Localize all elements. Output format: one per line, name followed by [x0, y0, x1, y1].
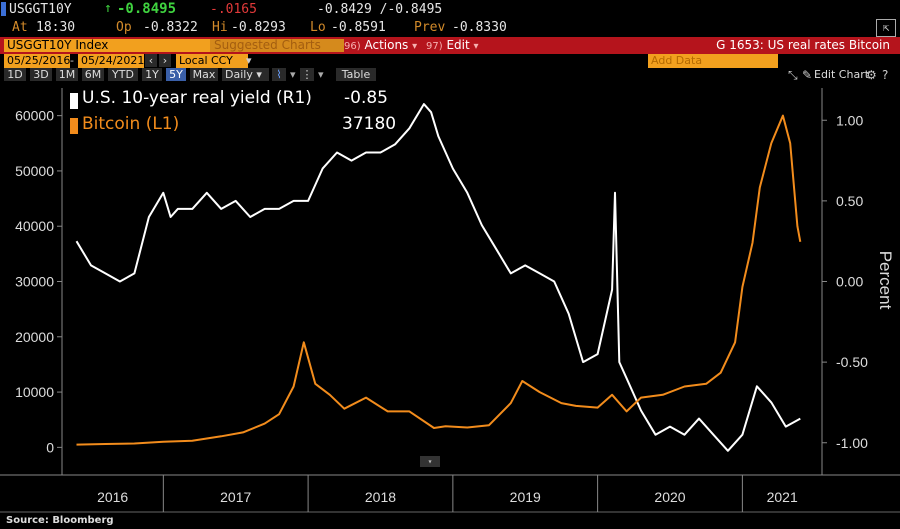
chart-options-icon[interactable]: ▾: [420, 456, 440, 467]
edit-label: Edit: [446, 38, 470, 52]
period-1m[interactable]: 1M: [56, 68, 78, 81]
period-ytd[interactable]: YTD: [108, 68, 138, 81]
open-label: Op: [116, 20, 132, 35]
arrow-right-icon[interactable]: ›: [159, 54, 171, 67]
edit-chart-icon[interactable]: ✎: [802, 68, 813, 82]
source-note: Source: Bloomberg: [6, 515, 114, 526]
right-tick-label: 0.50: [836, 193, 863, 209]
suggested-charts-button[interactable]: Suggested Charts: [210, 39, 344, 52]
quote-time: 18:30: [36, 20, 76, 35]
x-tick-label: 2017: [220, 489, 251, 505]
prev-label: Prev: [414, 20, 446, 35]
range-toolbar: 05/25/2016 - 05/24/2021 ‹ › Local CCY ▾ …: [0, 54, 900, 68]
help-icon[interactable]: ?: [882, 68, 889, 82]
period-1y[interactable]: 1Y: [142, 68, 162, 81]
table-button[interactable]: Table: [336, 68, 376, 81]
price-change: -.0165: [210, 2, 257, 17]
line-chart-icon[interactable]: ⌇: [272, 68, 286, 81]
draw-icon[interactable]: ⤡: [788, 68, 798, 82]
last-price: -0.8495: [117, 1, 177, 17]
x-tick-label: 2021: [767, 489, 798, 505]
x-tick-label: 2018: [365, 489, 396, 505]
left-tick-label: 10000: [15, 384, 54, 400]
frequency-value: Daily: [225, 68, 253, 81]
x-tick-label: 2019: [510, 489, 541, 505]
legend-swatch-yield: [70, 93, 78, 109]
right-tick-label: -1.00: [836, 435, 868, 451]
add-data-input[interactable]: Add Data: [648, 54, 778, 68]
actions-label: Actions: [364, 38, 409, 52]
right-tick-label: 0.00: [836, 274, 863, 290]
left-tick-label: 60000: [15, 108, 54, 124]
session-stats: At 18:30 Op -0.8322 Hi -0.8293 Lo -0.859…: [0, 19, 900, 37]
bar-chart-icon[interactable]: ⋮: [300, 68, 314, 81]
quote-bar: USGGT10Y ↑ -0.8495 -.0165 -0.8429 /-0.84…: [0, 0, 900, 19]
legend-bitcoin-name: Bitcoin (L1): [82, 114, 180, 134]
period-1d[interactable]: 1D: [4, 68, 26, 81]
frequency-select[interactable]: Daily ▾: [222, 68, 269, 81]
edit-number: 97: [426, 41, 439, 52]
bitcoin-line: [76, 114, 802, 446]
add-data-placeholder: Add Data: [651, 54, 703, 67]
expand-icon[interactable]: ⇱: [876, 19, 896, 37]
edit-chart-button[interactable]: Edit Chart: [814, 68, 870, 81]
chart-title: G 1653: US real rates Bitcoin: [716, 38, 890, 52]
ticker-symbol: USGGT10Y: [9, 2, 72, 17]
left-tick-label: 40000: [15, 218, 54, 234]
prev-value: -0.8330: [452, 20, 507, 35]
period-5y[interactable]: 5Y: [166, 68, 186, 81]
start-date-field[interactable]: 05/25/2016: [4, 54, 70, 68]
x-tick-label: 2020: [654, 489, 685, 505]
ticker-marker: [1, 2, 6, 16]
legend-yield-value: -0.85: [344, 88, 388, 108]
period-6m[interactable]: 6M: [82, 68, 104, 81]
edit-menu[interactable]: 97) Edit ▾: [426, 38, 479, 52]
arrow-left-icon[interactable]: ‹: [145, 54, 157, 67]
index-field[interactable]: USGGT10Y Index: [4, 39, 210, 52]
at-label: At: [12, 20, 28, 35]
open-value: -0.8322: [143, 20, 198, 35]
suggested-charts-label: Suggested Charts: [214, 38, 321, 52]
settings-icon[interactable]: ⚙: [866, 68, 877, 82]
left-tick-label: 0: [46, 439, 54, 455]
menu-bar: USGGT10Y Index Suggested Charts 96) Acti…: [0, 37, 900, 54]
bar-dropdown-icon[interactable]: ▾: [318, 68, 324, 81]
low-label: Lo: [310, 20, 326, 35]
left-tick-label: 20000: [15, 329, 54, 345]
chart-type-dropdown-icon[interactable]: ▾: [290, 68, 296, 81]
legend-swatch-bitcoin: [70, 118, 78, 134]
currency-select[interactable]: Local CCY: [176, 54, 248, 68]
left-tick-label: 30000: [15, 274, 54, 290]
low-value: -0.8591: [331, 20, 386, 35]
legend-bitcoin-value: 37180: [342, 114, 397, 134]
x-tick-label: 2016: [97, 489, 128, 505]
high-value: -0.8293: [231, 20, 286, 35]
right-tick-label: -0.50: [836, 354, 868, 370]
currency-value: Local CCY: [179, 54, 233, 67]
period-3d[interactable]: 3D: [30, 68, 52, 81]
legend-yield-name: U.S. 10-year real yield (R1): [82, 88, 312, 108]
end-date-field[interactable]: 05/24/2021: [78, 54, 144, 68]
bid-ask: -0.8429 /-0.8495: [317, 2, 443, 17]
up-arrow-icon: ↑: [104, 1, 112, 16]
currency-dropdown-icon[interactable]: ▾: [246, 54, 252, 67]
high-label: Hi: [212, 20, 228, 35]
legend: U.S. 10-year real yield (R1) -0.85 Bitco…: [64, 88, 396, 140]
period-max[interactable]: Max: [190, 68, 218, 81]
left-tick-label: 50000: [15, 163, 54, 179]
real-yield-line: [75, 103, 801, 452]
right-tick-label: 1.00: [836, 112, 863, 128]
actions-number: 96: [344, 41, 357, 52]
actions-menu[interactable]: 96) Actions ▾: [344, 38, 418, 52]
period-toolbar: 1D 3D 1M 6M YTD 1Y 5Y Max Daily ▾ ⌇ ▾ ⋮ …: [0, 68, 900, 82]
right-axis-title: Percent: [876, 251, 895, 310]
